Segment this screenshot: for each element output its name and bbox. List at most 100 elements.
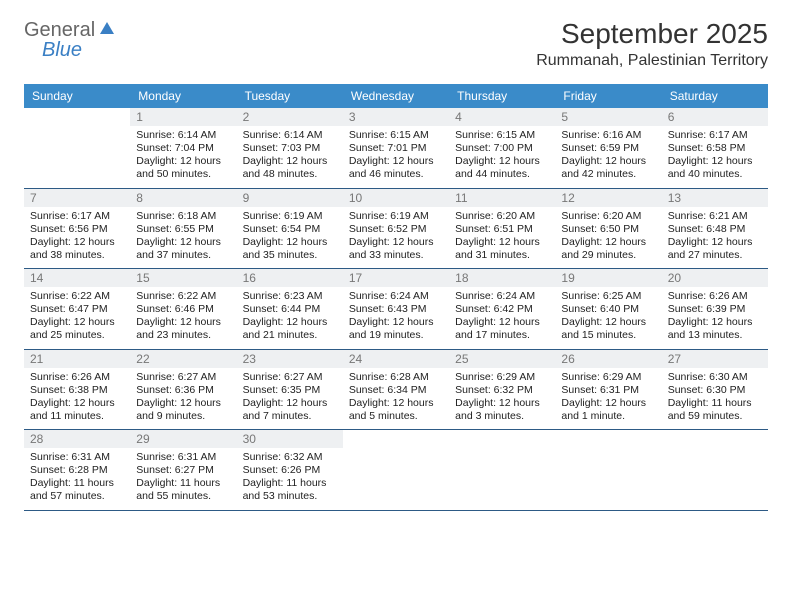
sunrise-line: Sunrise: 6:19 AM	[243, 210, 337, 223]
day-number: 30	[237, 430, 343, 448]
sunrise-line: Sunrise: 6:26 AM	[668, 290, 762, 303]
sunset-line: Sunset: 6:39 PM	[668, 303, 762, 316]
day-cell: 15Sunrise: 6:22 AMSunset: 6:46 PMDayligh…	[130, 269, 236, 349]
daylight-line: Daylight: 12 hours	[243, 236, 337, 249]
sunset-line: Sunset: 6:31 PM	[561, 384, 655, 397]
day-number: 7	[24, 189, 130, 207]
sunset-line: Sunset: 6:30 PM	[668, 384, 762, 397]
daylight-line: and 25 minutes.	[30, 329, 124, 342]
sunrise-line: Sunrise: 6:19 AM	[349, 210, 443, 223]
sunrise-line: Sunrise: 6:20 AM	[561, 210, 655, 223]
day-cell: 23Sunrise: 6:27 AMSunset: 6:35 PMDayligh…	[237, 350, 343, 430]
day-number: 15	[130, 269, 236, 287]
day-number: 24	[343, 350, 449, 368]
day-number: 5	[555, 108, 661, 126]
day-cell	[662, 430, 768, 510]
sunset-line: Sunset: 6:26 PM	[243, 464, 337, 477]
daylight-line: and 38 minutes.	[30, 249, 124, 262]
sunset-line: Sunset: 7:03 PM	[243, 142, 337, 155]
daylight-line: Daylight: 12 hours	[455, 316, 549, 329]
sunset-line: Sunset: 6:43 PM	[349, 303, 443, 316]
day-header-cell: Tuesday	[237, 84, 343, 108]
day-cell: 25Sunrise: 6:29 AMSunset: 6:32 PMDayligh…	[449, 350, 555, 430]
sunrise-line: Sunrise: 6:14 AM	[243, 129, 337, 142]
day-cell: 30Sunrise: 6:32 AMSunset: 6:26 PMDayligh…	[237, 430, 343, 510]
daylight-line: Daylight: 12 hours	[30, 316, 124, 329]
day-number: 27	[662, 350, 768, 368]
daylight-line: and 35 minutes.	[243, 249, 337, 262]
day-number: 21	[24, 350, 130, 368]
sunrise-line: Sunrise: 6:17 AM	[30, 210, 124, 223]
sunrise-line: Sunrise: 6:24 AM	[455, 290, 549, 303]
title-block: September 2025 Rummanah, Palestinian Ter…	[536, 18, 768, 70]
day-cell	[555, 430, 661, 510]
sunrise-line: Sunrise: 6:27 AM	[136, 371, 230, 384]
day-number: 20	[662, 269, 768, 287]
daylight-line: Daylight: 12 hours	[668, 155, 762, 168]
day-header-cell: Monday	[130, 84, 236, 108]
daylight-line: and 1 minute.	[561, 410, 655, 423]
day-cell: 5Sunrise: 6:16 AMSunset: 6:59 PMDaylight…	[555, 108, 661, 188]
day-cell: 6Sunrise: 6:17 AMSunset: 6:58 PMDaylight…	[662, 108, 768, 188]
sunrise-line: Sunrise: 6:23 AM	[243, 290, 337, 303]
sunset-line: Sunset: 6:34 PM	[349, 384, 443, 397]
day-number: 29	[130, 430, 236, 448]
sunset-line: Sunset: 6:27 PM	[136, 464, 230, 477]
daylight-line: Daylight: 12 hours	[349, 316, 443, 329]
location-text: Rummanah, Palestinian Territory	[536, 52, 768, 70]
daylight-line: Daylight: 11 hours	[30, 477, 124, 490]
day-header-cell: Saturday	[662, 84, 768, 108]
week-row: 1Sunrise: 6:14 AMSunset: 7:04 PMDaylight…	[24, 108, 768, 189]
day-header-row: SundayMondayTuesdayWednesdayThursdayFrid…	[24, 84, 768, 108]
daylight-line: and 33 minutes.	[349, 249, 443, 262]
day-header-cell: Thursday	[449, 84, 555, 108]
sunset-line: Sunset: 6:48 PM	[668, 223, 762, 236]
day-cell	[24, 108, 130, 188]
sunrise-line: Sunrise: 6:16 AM	[561, 129, 655, 142]
sunset-line: Sunset: 6:54 PM	[243, 223, 337, 236]
sunrise-line: Sunrise: 6:27 AM	[243, 371, 337, 384]
daylight-line: Daylight: 12 hours	[136, 316, 230, 329]
day-number: 2	[237, 108, 343, 126]
sunset-line: Sunset: 7:01 PM	[349, 142, 443, 155]
daylight-line: and 15 minutes.	[561, 329, 655, 342]
day-number: 12	[555, 189, 661, 207]
daylight-line: and 27 minutes.	[668, 249, 762, 262]
daylight-line: Daylight: 12 hours	[30, 236, 124, 249]
sunrise-line: Sunrise: 6:29 AM	[455, 371, 549, 384]
sunrise-line: Sunrise: 6:14 AM	[136, 129, 230, 142]
daylight-line: Daylight: 12 hours	[668, 236, 762, 249]
logo-general-text: General	[24, 19, 95, 41]
daylight-line: Daylight: 12 hours	[455, 155, 549, 168]
sunrise-line: Sunrise: 6:17 AM	[668, 129, 762, 142]
daylight-line: Daylight: 12 hours	[455, 236, 549, 249]
daylight-line: and 59 minutes.	[668, 410, 762, 423]
sunrise-line: Sunrise: 6:30 AM	[668, 371, 762, 384]
day-cell: 12Sunrise: 6:20 AMSunset: 6:50 PMDayligh…	[555, 189, 661, 269]
sunset-line: Sunset: 6:46 PM	[136, 303, 230, 316]
day-number: 3	[343, 108, 449, 126]
daylight-line: and 55 minutes.	[136, 490, 230, 503]
sunset-line: Sunset: 7:04 PM	[136, 142, 230, 155]
sunset-line: Sunset: 6:52 PM	[349, 223, 443, 236]
day-cell: 9Sunrise: 6:19 AMSunset: 6:54 PMDaylight…	[237, 189, 343, 269]
daylight-line: and 21 minutes.	[243, 329, 337, 342]
sunset-line: Sunset: 6:56 PM	[30, 223, 124, 236]
daylight-line: and 37 minutes.	[136, 249, 230, 262]
daylight-line: Daylight: 12 hours	[30, 397, 124, 410]
day-number: 26	[555, 350, 661, 368]
day-cell: 24Sunrise: 6:28 AMSunset: 6:34 PMDayligh…	[343, 350, 449, 430]
sunrise-line: Sunrise: 6:22 AM	[30, 290, 124, 303]
day-number: 11	[449, 189, 555, 207]
sunrise-line: Sunrise: 6:32 AM	[243, 451, 337, 464]
daylight-line: Daylight: 11 hours	[668, 397, 762, 410]
sunrise-line: Sunrise: 6:15 AM	[349, 129, 443, 142]
day-cell: 16Sunrise: 6:23 AMSunset: 6:44 PMDayligh…	[237, 269, 343, 349]
day-number: 1	[130, 108, 236, 126]
sunrise-line: Sunrise: 6:18 AM	[136, 210, 230, 223]
daylight-line: and 23 minutes.	[136, 329, 230, 342]
daylight-line: and 31 minutes.	[455, 249, 549, 262]
day-number: 19	[555, 269, 661, 287]
daylight-line: and 9 minutes.	[136, 410, 230, 423]
day-header-cell: Friday	[555, 84, 661, 108]
